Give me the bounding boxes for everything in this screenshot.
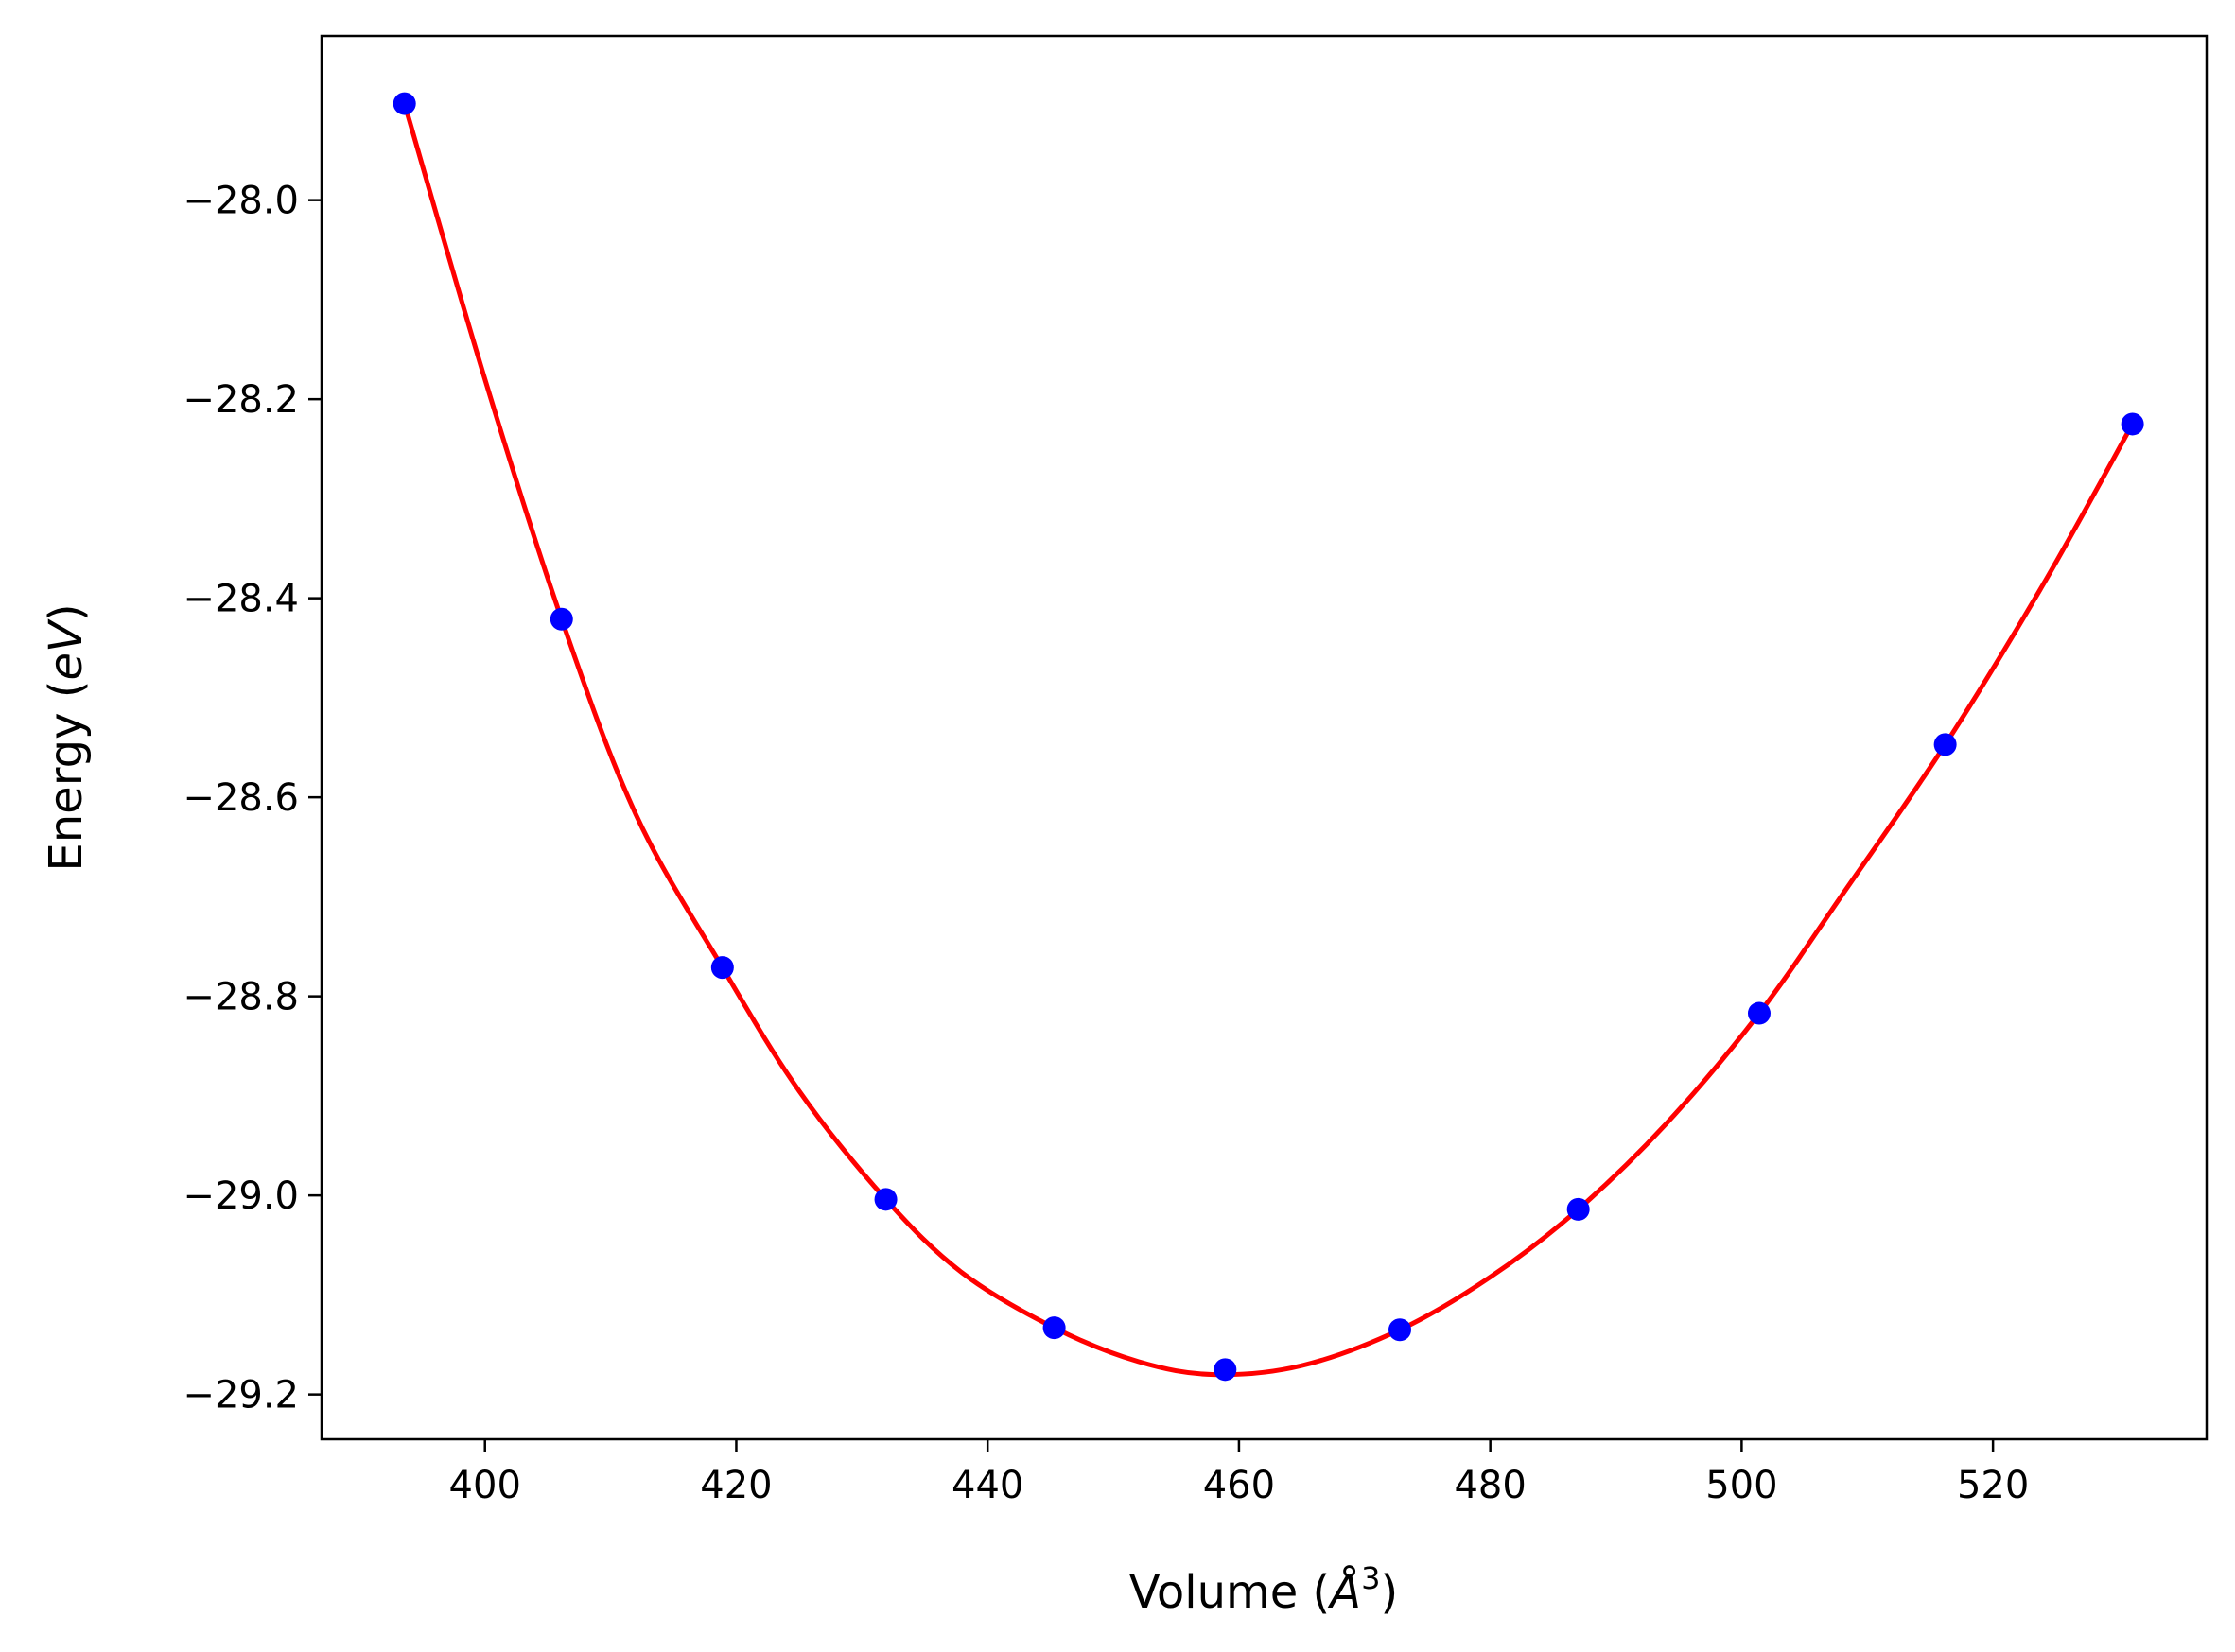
data-point xyxy=(874,1188,898,1211)
plot-frame xyxy=(320,34,2209,1441)
y-axis-label: Energy (eV) xyxy=(40,603,93,871)
x-axis-label: Volume (Å3) xyxy=(1129,1560,1398,1619)
y-tick-label: −28.8 xyxy=(183,976,299,1019)
x-tick-label: 460 xyxy=(1203,1464,1275,1507)
y-tick-label: −29.0 xyxy=(183,1174,299,1218)
data-point xyxy=(550,607,573,631)
y-tick-label: −28.4 xyxy=(183,578,299,621)
y-tick-label: −29.2 xyxy=(183,1374,299,1417)
x-tick-label: 480 xyxy=(1454,1464,1526,1507)
data-point xyxy=(1747,1001,1771,1025)
x-axis-ticks: 400 420 440 460 480 500 520 xyxy=(449,1439,2029,1507)
data-point xyxy=(1933,733,1957,756)
data-point xyxy=(1566,1197,1590,1221)
data-point xyxy=(1388,1318,1411,1342)
data-points-layer xyxy=(393,92,2144,1382)
x-tick-label: 400 xyxy=(449,1464,521,1507)
data-point xyxy=(393,92,416,115)
y-axis-ticks: −28.0 −28.2 −28.4 −28.6 −28.8 −29.0 −29.2 xyxy=(183,180,322,1417)
data-point xyxy=(1042,1316,1066,1340)
data-point xyxy=(1214,1358,1237,1382)
data-point xyxy=(2121,412,2144,436)
x-tick-label: 440 xyxy=(952,1464,1023,1507)
fit-curve-layer xyxy=(402,102,2135,1378)
x-tick-label: 520 xyxy=(1957,1464,2029,1507)
x-tick-label: 420 xyxy=(700,1464,772,1507)
y-tick-label: −28.2 xyxy=(183,378,299,422)
fit-curve xyxy=(402,102,2135,1378)
x-tick-label: 500 xyxy=(1705,1464,1777,1507)
y-tick-label: −28.6 xyxy=(183,776,299,820)
y-tick-label: −28.0 xyxy=(183,180,299,223)
data-point xyxy=(710,956,734,980)
